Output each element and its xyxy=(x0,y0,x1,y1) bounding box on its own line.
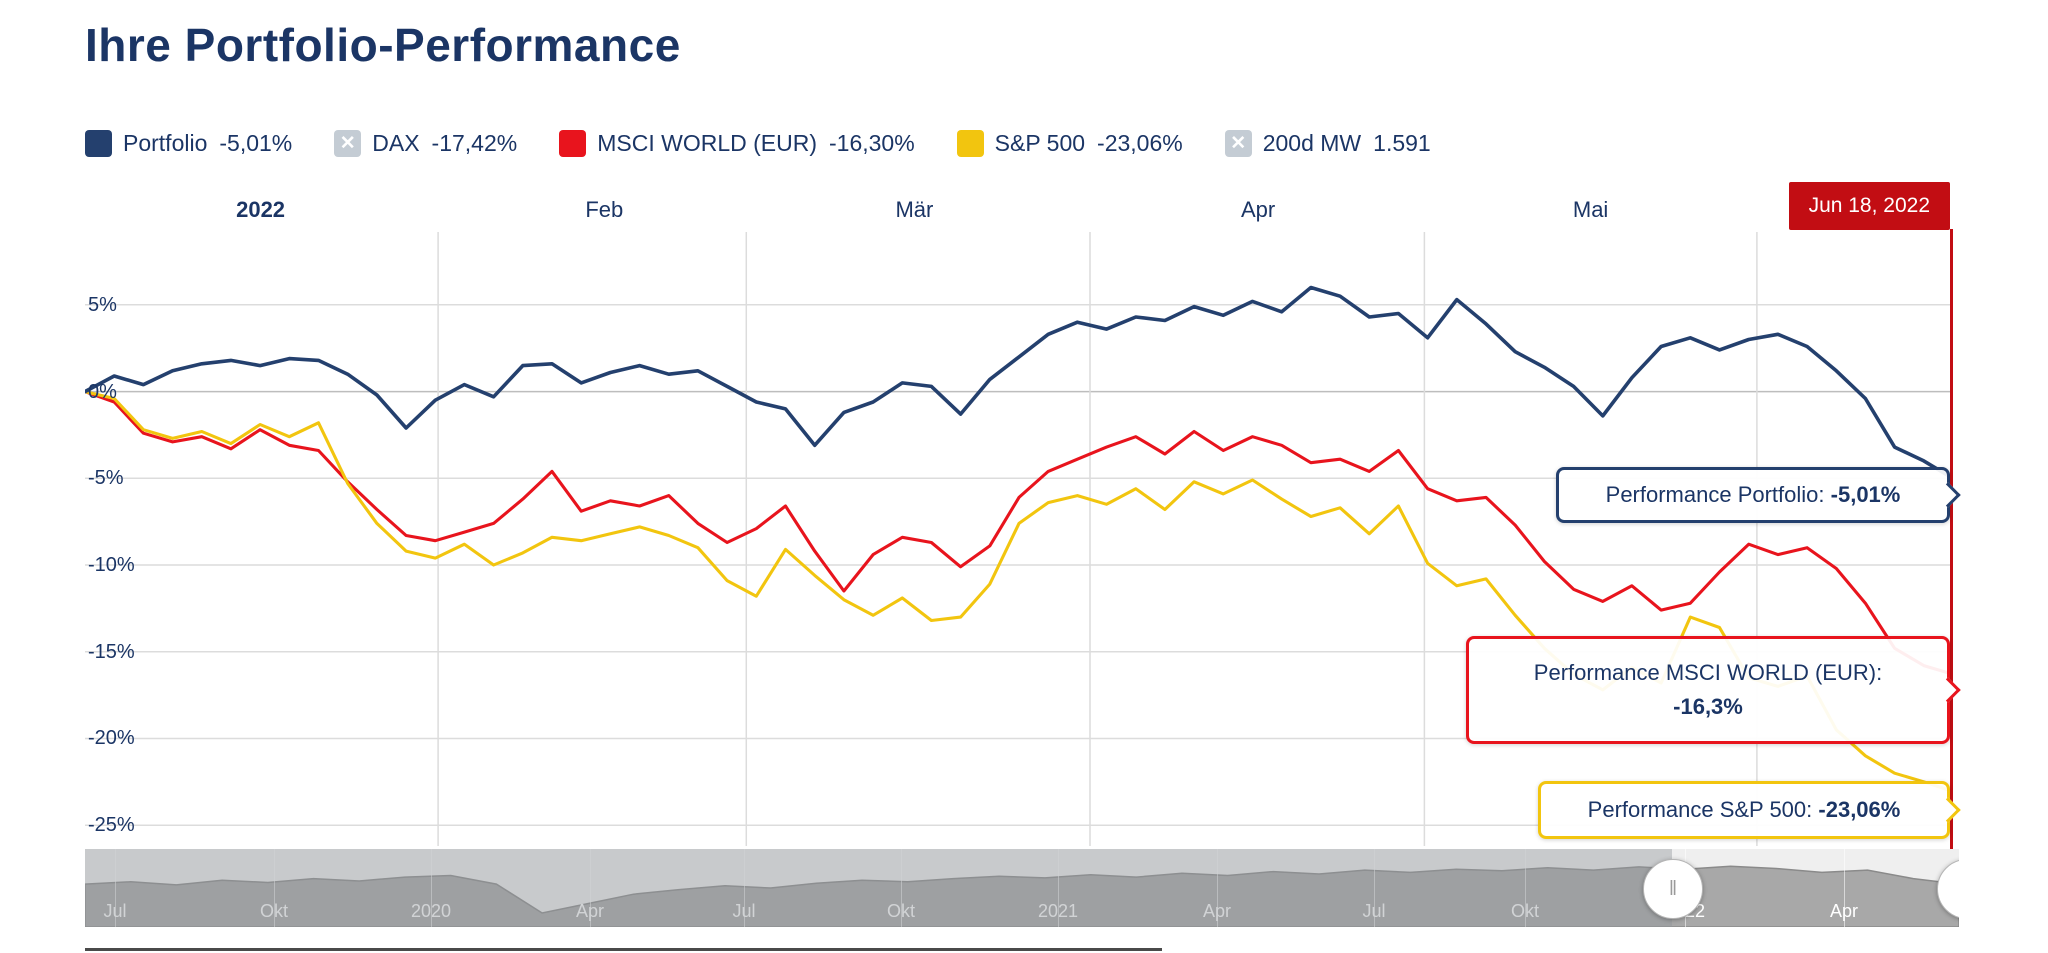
legend-value: -23,06% xyxy=(1097,130,1183,156)
navigator-tick xyxy=(274,849,275,927)
chart-plot-area[interactable] xyxy=(85,232,1953,846)
navigator-label: Apr xyxy=(1829,901,1859,921)
current-date-badge: Jun 18, 2022 xyxy=(1788,182,1950,230)
page-title: Ihre Portfolio-Performance xyxy=(85,19,681,71)
y-axis-label: -15% xyxy=(88,640,135,663)
tooltip-sp500-text: Performance S&P 500: xyxy=(1587,797,1813,822)
tooltip-sp500-value: -23,06% xyxy=(1818,797,1901,822)
legend-value: 1.591 xyxy=(1373,130,1431,156)
y-axis-label: -5% xyxy=(88,467,124,490)
x-axis-label: Apr xyxy=(1240,197,1276,222)
navigator-label: Okt xyxy=(1510,901,1540,921)
legend-item-dax[interactable]: ✕ DAX -17,42% xyxy=(334,130,517,157)
navigator-tick xyxy=(901,849,902,927)
navigator-tick xyxy=(590,849,591,927)
tooltip-sp500: Performance S&P 500: -23,06% xyxy=(1538,781,1961,839)
navigator-tick xyxy=(1525,849,1526,927)
y-axis-label: -20% xyxy=(88,727,135,750)
tooltip-msci-world: Performance MSCI WORLD (EUR): -16,3% xyxy=(1466,636,1961,744)
legend-swatch-icon xyxy=(559,130,587,157)
navigator-tick xyxy=(1058,849,1059,927)
legend-label: DAX xyxy=(372,130,420,156)
y-axis-label: 0% xyxy=(88,380,117,403)
legend-value: -5,01% xyxy=(219,130,293,156)
tooltip-arrow xyxy=(1935,677,1961,703)
legend-value: -16,30% xyxy=(829,130,915,156)
series-line-portfolio[interactable] xyxy=(85,285,1953,481)
legend-item-200d-mw[interactable]: ✕ 200d MW 1.591 xyxy=(1224,130,1431,157)
range-navigator[interactable]: JulOkt2020AprJulOkt2021AprJulOkt2022Apr‖… xyxy=(85,849,1959,927)
navigator-label: Apr xyxy=(575,901,605,921)
navigator-area xyxy=(85,865,1959,927)
legend-swatch-disabled-icon: ✕ xyxy=(334,130,362,157)
navigator-tick xyxy=(115,849,116,927)
tooltip-arrow xyxy=(1935,797,1961,823)
x-axis-label: Mär xyxy=(895,197,934,222)
x-axis-label: Feb xyxy=(585,197,624,222)
legend-item-s-p-500[interactable]: S&P 500 -23,06% xyxy=(956,130,1183,157)
legend-label: Portfolio xyxy=(123,130,208,156)
tooltip-msci-value: -16,3% xyxy=(1673,694,1743,719)
y-axis-label: -25% xyxy=(88,814,135,837)
x-axis-label: Mai xyxy=(1572,197,1609,222)
navigator-label: Jul xyxy=(103,901,127,921)
navigator-tick xyxy=(1844,849,1845,927)
navigator-series-area xyxy=(85,865,1959,927)
navigator-label: Apr xyxy=(1202,901,1232,921)
y-axis-label: -10% xyxy=(88,554,135,577)
x-axis-label: 2022 xyxy=(236,197,286,222)
navigator-tick xyxy=(1374,849,1375,927)
navigator-label: 2020 xyxy=(410,901,452,921)
current-date-line xyxy=(1950,229,1953,850)
legend-swatch-disabled-icon: ✕ xyxy=(1224,130,1252,157)
tooltip-arrow xyxy=(1935,482,1961,508)
bottom-divider xyxy=(85,948,1162,951)
navigator-tick xyxy=(1217,849,1218,927)
chart-legend: Portfolio -5,01% ✕ DAX -17,42% MSCI WORLD (EU… xyxy=(85,130,1431,157)
navigator-label: 2021 xyxy=(1037,901,1079,921)
legend-swatch-icon xyxy=(956,130,984,157)
legend-item-msci-world-eur-[interactable]: MSCI WORLD (EUR) -16,30% xyxy=(559,130,915,157)
navigator-handle-left[interactable]: ‖ xyxy=(1643,859,1703,919)
y-axis-label: 5% xyxy=(88,293,117,316)
legend-item-portfolio[interactable]: Portfolio -5,01% xyxy=(85,130,292,157)
navigator-tick xyxy=(744,849,745,927)
legend-value: -17,42% xyxy=(431,130,518,156)
tooltip-portfolio-text: Performance Portfolio: xyxy=(1605,482,1825,507)
navigator-label: Jul xyxy=(1362,901,1386,921)
navigator-label: Okt xyxy=(886,901,916,921)
series-line-msci-world-eur-[interactable] xyxy=(85,390,1953,676)
navigator-label: Okt xyxy=(259,901,289,921)
legend-label: MSCI WORLD (EUR) xyxy=(597,130,817,156)
navigator-mask xyxy=(85,849,1672,927)
navigator-label: Jul xyxy=(732,901,756,921)
legend-label: S&P 500 xyxy=(994,130,1086,156)
tooltip-portfolio: Performance Portfolio: -5,01% xyxy=(1556,467,1961,523)
legend-label: 200d MW xyxy=(1262,130,1362,156)
tooltip-msci-text: Performance MSCI WORLD (EUR): xyxy=(1533,659,1883,685)
navigator-tick xyxy=(431,849,432,927)
tooltip-portfolio-value: -5,01% xyxy=(1830,482,1901,507)
legend-swatch-icon xyxy=(85,130,112,157)
